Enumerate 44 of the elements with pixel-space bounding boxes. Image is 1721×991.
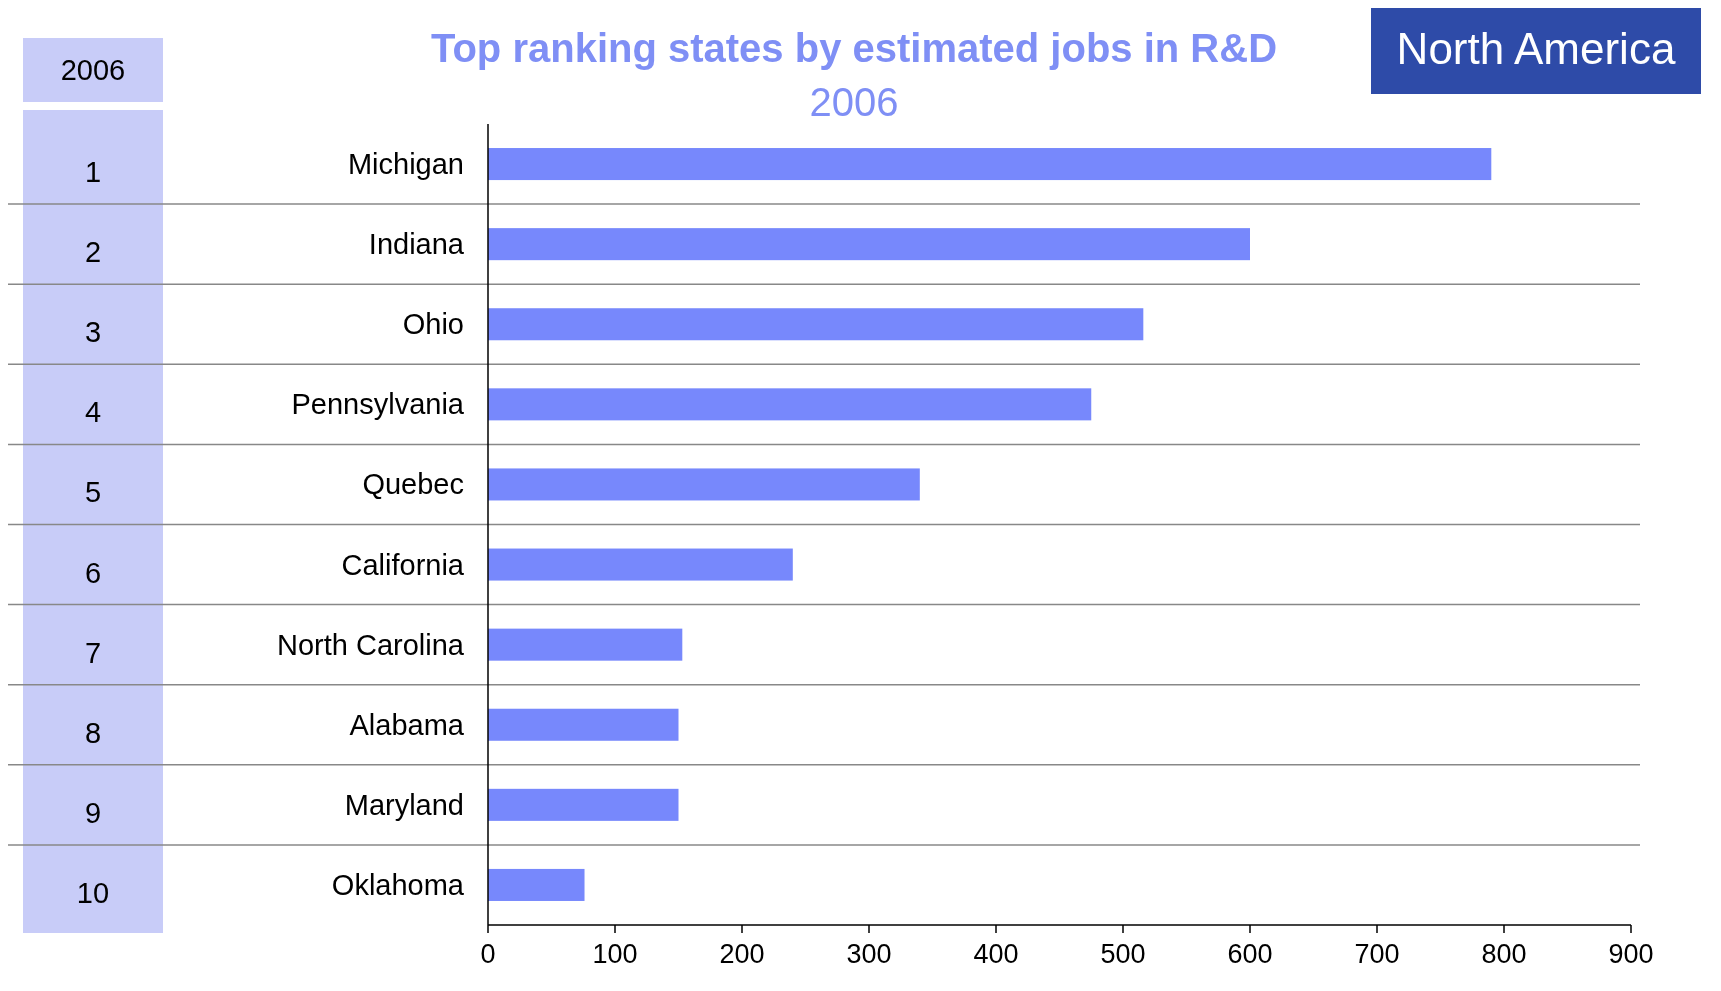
- x-tick-label: 200: [719, 939, 765, 969]
- x-tick-label: 100: [592, 939, 638, 969]
- text: 2: [84, 236, 102, 269]
- text: 4: [84, 396, 102, 429]
- text: 2006: [60, 54, 126, 86]
- x-tick-label: 0: [480, 939, 496, 969]
- bar: [488, 468, 920, 501]
- chart-subtitle: 2006: [809, 80, 899, 124]
- y-tick-label: North Carolina: [277, 628, 465, 661]
- text: 10: [76, 876, 110, 909]
- y-tick-label: Maryland: [344, 788, 464, 821]
- bar: [488, 628, 683, 661]
- chart-title: Top ranking states by estimated jobs in R&D: [430, 26, 1278, 70]
- text: 8: [84, 716, 102, 749]
- y-tick-label: Indiana: [368, 228, 465, 261]
- x-tick-label: 400: [973, 939, 1019, 969]
- bar: [488, 548, 793, 581]
- y-tick-label: California: [341, 548, 465, 581]
- x-tick-label: 300: [846, 939, 892, 969]
- y-tick-label: Ohio: [402, 308, 464, 341]
- bar: [488, 148, 1492, 181]
- text: 7: [84, 636, 102, 669]
- y-tick-label: Alabama: [349, 708, 465, 741]
- bar: [488, 708, 679, 741]
- x-tick-label: 500: [1100, 939, 1146, 969]
- y-tick-label: Michigan: [347, 148, 464, 181]
- y-tick-label: Oklahoma: [331, 868, 465, 901]
- text: North America: [1396, 24, 1676, 73]
- x-tick-label: 900: [1608, 939, 1654, 969]
- text: 5: [84, 476, 102, 509]
- y-tick-label: Quebec: [362, 468, 464, 501]
- text: 3: [84, 316, 102, 349]
- bar: [488, 788, 679, 821]
- y-tick-label: Pennsylvania: [291, 388, 465, 421]
- x-tick-label: 700: [1354, 939, 1400, 969]
- x-tick-label: 800: [1481, 939, 1527, 969]
- bar: [488, 868, 585, 901]
- text: 9: [84, 796, 102, 829]
- bar: [488, 228, 1250, 261]
- bar: [488, 308, 1144, 341]
- bar: [488, 388, 1092, 421]
- x-tick-label: 600: [1227, 939, 1273, 969]
- text: 1: [84, 156, 102, 189]
- text: 6: [84, 556, 102, 589]
